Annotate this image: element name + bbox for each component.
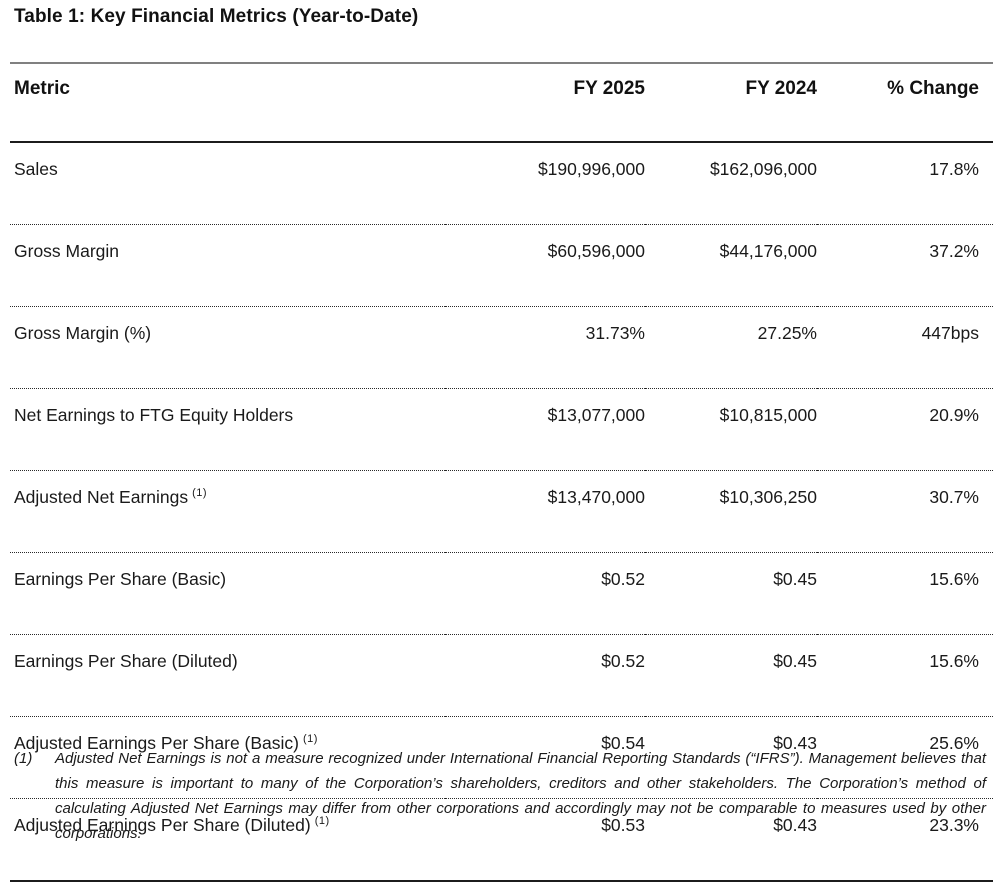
table-row: Adjusted Net Earnings (1) $13,470,000 $10…: [10, 470, 993, 553]
fy2025-cell: $0.54: [445, 716, 645, 799]
fy2024-cell: $10,306,250: [645, 470, 817, 553]
metric-cell: Gross Margin (%): [10, 306, 445, 389]
metric-label: Net Earnings to FTG Equity Holders: [14, 405, 294, 425]
metric-cell: Earnings Per Share (Basic): [10, 552, 445, 635]
metric-label: Gross Margin (%): [14, 323, 152, 343]
footnote-ref: (1): [314, 815, 330, 828]
column-header-fy2024: FY 2024: [645, 62, 817, 143]
fy2024-cell: $0.45: [645, 634, 817, 717]
metric-label: Adjusted Net Earnings: [14, 487, 189, 507]
fy2024-cell: $10,815,000: [645, 388, 817, 471]
metric-label: Gross Margin: [14, 241, 120, 261]
metric-label: Sales: [14, 159, 58, 179]
fy2025-cell: $13,470,000: [445, 470, 645, 553]
table-row: Gross Margin $60,596,000 $44,176,000 37.…: [10, 224, 993, 307]
percent-change-cell: 20.9%: [817, 388, 993, 471]
fy2024-cell: $0.43: [645, 716, 817, 799]
table-title: Table 1: Key Financial Metrics (Year-to-…: [14, 6, 419, 27]
table-row: Gross Margin (%) 31.73% 27.25% 447bps: [10, 306, 993, 389]
column-header-fy2025: FY 2025: [445, 62, 645, 143]
percent-change-cell: 15.6%: [817, 552, 993, 635]
metric-cell: Gross Margin: [10, 224, 445, 307]
metric-cell: Net Earnings to FTG Equity Holders: [10, 388, 445, 471]
percent-change-cell: 15.6%: [817, 634, 993, 717]
percent-change-cell: 30.7%: [817, 470, 993, 553]
metric-cell: Adjusted Net Earnings (1): [10, 470, 445, 553]
metric-cell: Earnings Per Share (Diluted): [10, 634, 445, 717]
column-header-metric: Metric: [10, 62, 445, 143]
percent-change-cell: 17.8%: [929, 159, 979, 179]
fy2025-cell: $0.52: [445, 552, 645, 635]
table-row: Adjusted Earnings Per Share (Basic) (1) $…: [10, 716, 993, 799]
footnote: (1) Adjusted Net Earnings is not a measu…: [14, 746, 986, 846]
footnote-ref: (1): [303, 733, 318, 746]
fy2025-cell: $0.52: [445, 634, 645, 717]
footnote-marker: (1): [14, 750, 33, 767]
metric-cell: Adjusted Earnings Per Share (Basic) (1): [10, 716, 445, 799]
fy2024-cell: $162,096,000: [709, 159, 817, 179]
key-financial-metrics-table: Metric FY 2025 FY 2024 % Change Sales $1…: [10, 62, 993, 882]
footnote-ref: (1): [192, 487, 208, 500]
fy2024-cell: $0.45: [645, 552, 817, 635]
percent-change-cell: 447bps: [817, 306, 993, 389]
table-row: Earnings Per Share (Basic) $0.52 $0.45 1…: [10, 552, 993, 635]
percent-change-cell: 25.6%: [817, 716, 993, 799]
percent-change-cell: 37.2%: [817, 224, 993, 307]
metric-label: Adjusted Earnings Per Share (Diluted): [14, 815, 311, 835]
column-header-percent-change: % Change: [817, 62, 993, 143]
fy2024-cell: $44,176,000: [645, 224, 817, 307]
metric-label: Earnings Per Share (Diluted): [14, 651, 238, 671]
table-row: Net Earnings to FTG Equity Holders $13,0…: [10, 388, 993, 471]
fy2025-cell: $60,596,000: [445, 224, 645, 307]
fy2024-cell: 27.25%: [645, 306, 817, 389]
header-row: Metric FY 2025 FY 2024 % Change: [10, 62, 993, 143]
metric-label: Earnings Per Share (Basic): [14, 569, 227, 589]
table-row: Earnings Per Share (Diluted) $0.52 $0.45…: [10, 634, 993, 717]
metric-label: Adjusted Earnings Per Share (Basic): [14, 733, 299, 753]
table-row: Sales $190,996,000 $162,096,000 17.8%: [10, 142, 993, 225]
financial-report-page: Table 1: Key Financial Metrics (Year-to-…: [10, 6, 993, 882]
metric-cell: Sales: [10, 142, 445, 225]
fy2025-cell: $13,077,000: [445, 388, 645, 471]
footnote-text: Adjusted Net Earnings is not a measure r…: [55, 750, 986, 842]
fy2025-cell: $190,996,000: [537, 159, 645, 179]
fy2025-cell: 31.73%: [445, 306, 645, 389]
